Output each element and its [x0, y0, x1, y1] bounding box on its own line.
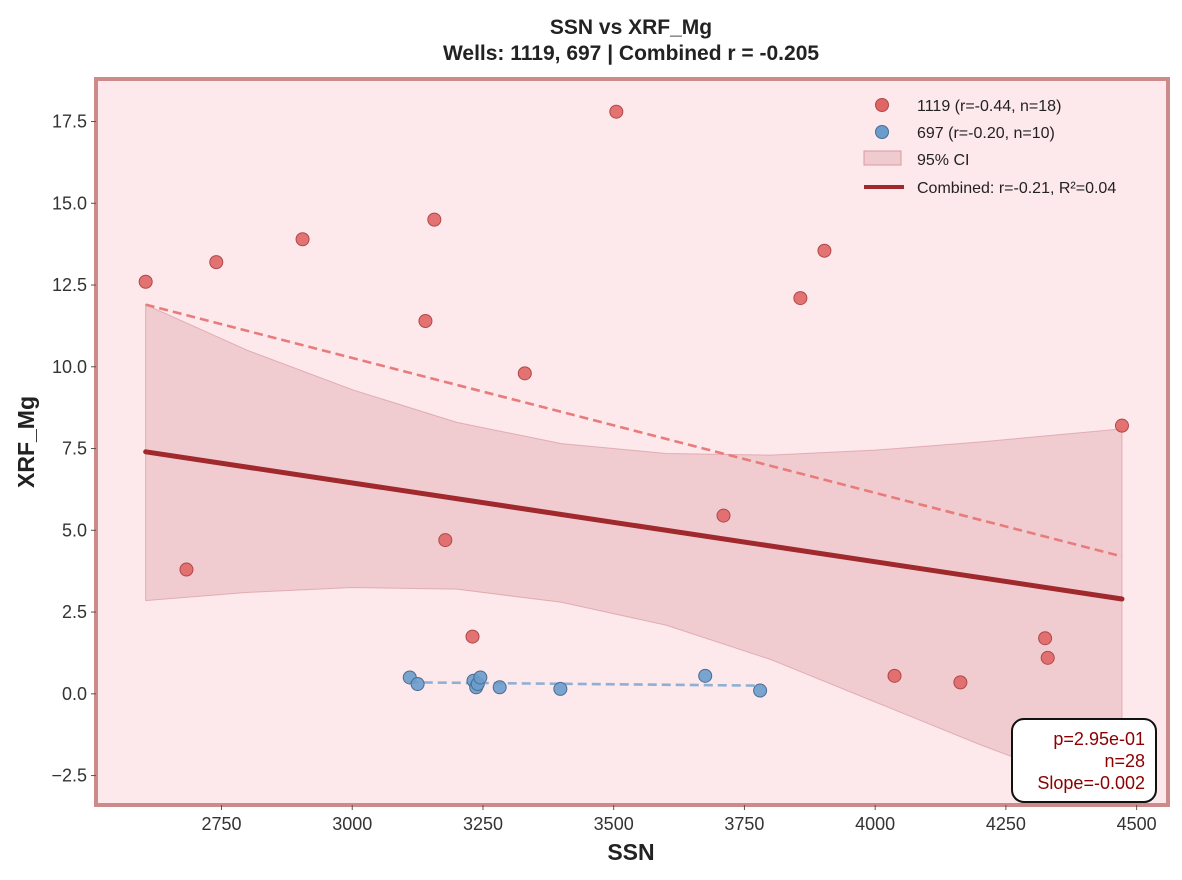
- point-1119: [887, 668, 902, 683]
- stats-box-frame: [1011, 718, 1157, 803]
- y-tick-label: 15.0: [52, 193, 87, 213]
- x-tick-label: 3250: [463, 814, 503, 834]
- y-tick-label: 17.5: [52, 112, 87, 132]
- y-tick-label: 10.0: [52, 357, 87, 377]
- point-1119: [138, 274, 153, 289]
- y-axis-label: XRF_Mg: [13, 396, 39, 488]
- y-tick-label: −2.5: [51, 766, 87, 786]
- combined-fit-line: [143, 449, 1125, 602]
- stats-p-value: p=2.95e-01: [1053, 729, 1145, 749]
- point-697: [410, 677, 425, 691]
- fit-line-1119: [145, 303, 1123, 558]
- point-1119: [465, 629, 480, 644]
- x-tick-label: 4500: [1117, 814, 1157, 834]
- y-tick-label: 12.5: [52, 275, 87, 295]
- point-697: [473, 670, 488, 685]
- y-tick-label: 5.0: [62, 520, 87, 540]
- plot-frame: [94, 77, 1170, 807]
- legend-item-1119: 1119 (r=-0.44, n=18): [875, 98, 1061, 115]
- point-1119: [438, 533, 453, 548]
- point-697: [753, 683, 768, 698]
- legend-item-697: 697 (r=-0.20, n=10): [875, 125, 1055, 142]
- stats-slope: Slope=-0.002: [1037, 773, 1145, 793]
- y-tick-label: 7.5: [62, 439, 87, 459]
- point-1119: [817, 243, 832, 258]
- point-1119: [1040, 650, 1055, 665]
- point-1119: [1114, 418, 1129, 433]
- point-1119: [609, 104, 624, 119]
- x-tick-label: 3500: [594, 814, 634, 834]
- x-tick-label: 3000: [332, 814, 372, 834]
- legend-item-combined: Combined: r=-0.21, R²=0.04: [864, 180, 1116, 197]
- point-1119: [295, 232, 310, 247]
- point-1119: [953, 675, 968, 690]
- x-axis-label: SSN: [607, 839, 654, 865]
- y-tick-label: 0.0: [62, 684, 87, 704]
- x-tick-label: 4000: [855, 814, 895, 834]
- legend-label-combined: Combined: r=-0.21, R²=0.04: [917, 180, 1116, 197]
- chart-title: SSN vs XRF_Mg: [550, 16, 712, 39]
- point-1119: [517, 366, 532, 381]
- point-697: [553, 681, 568, 696]
- data-points-layer: [138, 104, 1129, 698]
- legend-label-1119: 1119 (r=-0.44, n=18): [917, 98, 1061, 115]
- point-1119: [427, 212, 442, 227]
- point-697: [492, 680, 507, 695]
- x-axis-ticks: 2750 3000 3250 3500 3750 4000 4250 4500: [201, 805, 1157, 834]
- chart-subtitle: Wells: 1119, 697 | Combined r = -0.205: [443, 42, 819, 65]
- legend-marker-1119: [875, 98, 889, 112]
- stats-annotation: p=2.95e-01 n=28 Slope=-0.002: [1011, 718, 1157, 803]
- point-1119: [793, 291, 808, 306]
- point-1119: [418, 314, 433, 328]
- y-axis-ticks: −2.5 0.0 2.5 5.0 7.5 10.0 12.5 15.0 17.5: [51, 112, 96, 786]
- point-1119: [1038, 631, 1053, 646]
- x-tick-label: 4250: [986, 814, 1026, 834]
- point-1119: [716, 508, 731, 523]
- y-tick-label: 2.5: [62, 602, 87, 622]
- x-tick-label: 3750: [724, 814, 764, 834]
- point-1119: [209, 255, 224, 270]
- legend-marker-697: [875, 125, 889, 139]
- legend-item-ci: 95% CI: [863, 150, 969, 169]
- point-697: [698, 668, 713, 683]
- x-tick-label: 2750: [201, 814, 241, 834]
- point-1119: [179, 562, 194, 577]
- legend-label-697: 697 (r=-0.20, n=10): [917, 125, 1055, 142]
- legend: 1119 (r=-0.44, n=18) 697 (r=-0.20, n=10)…: [863, 98, 1116, 197]
- legend-label-ci: 95% CI: [917, 152, 969, 169]
- legend-marker-ci: [863, 150, 902, 166]
- stats-n: n=28: [1104, 751, 1145, 771]
